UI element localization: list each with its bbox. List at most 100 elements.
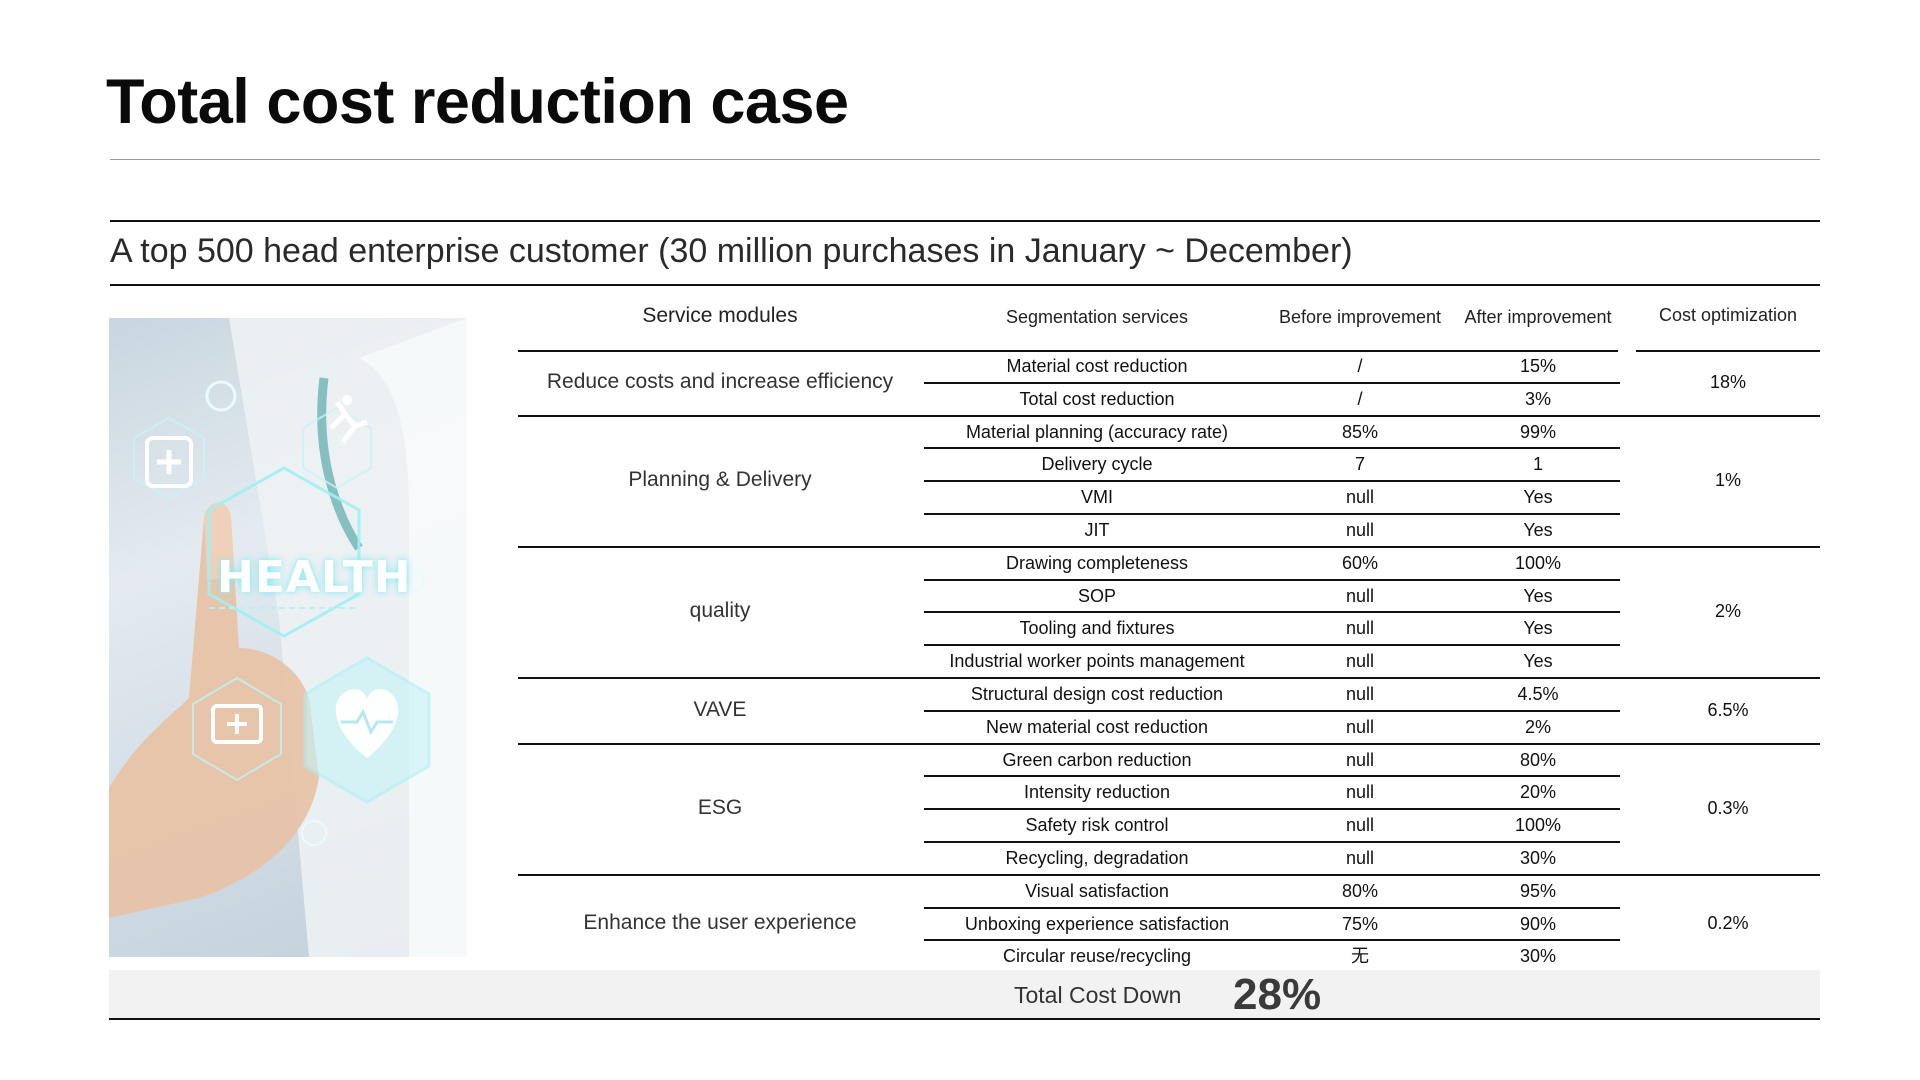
after-cell: 30% — [1519, 946, 1557, 967]
before-cell: null — [1345, 848, 1375, 868]
row-divider — [924, 480, 1620, 483]
segmentation-cell: Safety risk control — [1025, 815, 1169, 836]
row-divider — [924, 513, 1620, 515]
after-cell: Yes — [1523, 651, 1553, 672]
service-module-cell: Planning & Delivery — [628, 468, 812, 492]
before-cell: / — [1357, 388, 1363, 409]
before-cell: null — [1345, 487, 1375, 508]
after-cell: 100% — [1514, 552, 1562, 573]
after-cell: 4.5% — [1517, 684, 1559, 704]
after-cell: 99% — [1519, 421, 1557, 442]
before-cell: null — [1345, 520, 1375, 540]
before-cell: 无 — [1351, 946, 1369, 967]
before-cell: null — [1345, 651, 1375, 672]
service-module-cell: quality — [689, 599, 751, 623]
segmentation-cell: Unboxing experience satisfaction — [964, 913, 1230, 934]
service-module-cell: ESG — [697, 796, 743, 820]
header-service-modules: Service modules — [642, 304, 798, 327]
health-label: HEALTH — [217, 552, 412, 603]
group-divider — [518, 677, 1820, 679]
segmentation-cell: Intensity reduction — [1023, 782, 1171, 803]
header-segmentation-services: Segmentation services — [1005, 307, 1189, 327]
segmentation-cell: Delivery cycle — [1041, 454, 1153, 475]
segmentation-cell: Circular reuse/recycling — [1002, 946, 1192, 967]
segmentation-cell: Visual satisfaction — [1025, 880, 1169, 901]
before-cell: 7 — [1354, 454, 1365, 475]
header-cost-optimization: Cost optimization — [1658, 305, 1798, 325]
subtitle-bottom-rule — [110, 284, 1820, 286]
segmentation-cell: VMI — [1080, 487, 1113, 508]
after-cell: 1 — [1532, 454, 1543, 475]
title-divider — [110, 159, 1820, 160]
row-divider — [924, 709, 1620, 712]
row-divider — [924, 906, 1620, 909]
before-cell: null — [1345, 716, 1375, 737]
after-cell: 2% — [1524, 716, 1551, 737]
subtitle-top-rule — [110, 220, 1820, 222]
total-label: Total Cost Down — [1014, 982, 1182, 1008]
row-divider — [924, 381, 1620, 384]
segmentation-cell: Material planning (accuracy rate) — [965, 421, 1229, 442]
segmentation-cell: Drawing completeness — [1005, 552, 1189, 573]
before-cell: / — [1357, 356, 1363, 376]
segmentation-cell: JIT — [1084, 520, 1110, 540]
row-divider — [924, 447, 1620, 450]
cost-optimization-cell: 6.5% — [1707, 699, 1749, 720]
segmentation-cell: Material cost reduction — [1006, 356, 1188, 376]
after-cell: 90% — [1519, 913, 1557, 934]
total-bar — [109, 970, 1820, 1020]
cost-optimization-cell: 2% — [1714, 601, 1741, 622]
after-cell: 3% — [1524, 388, 1551, 409]
cost-optimization-cell: 0.3% — [1707, 798, 1749, 819]
before-cell: null — [1345, 684, 1375, 704]
before-cell: null — [1345, 815, 1375, 836]
row-divider — [924, 939, 1620, 942]
segmentation-cell: SOP — [1077, 585, 1116, 606]
after-cell: Yes — [1523, 585, 1553, 606]
cost-optimization-cell: 18% — [1709, 371, 1747, 392]
header-after-improvement: After improvement — [1464, 307, 1612, 327]
cost-optimization-cell: 1% — [1714, 470, 1741, 491]
service-module-cell: Reduce costs and increase efficiency — [546, 369, 894, 393]
after-cell: Yes — [1523, 520, 1553, 540]
cost-optimization-cell: 0.2% — [1707, 913, 1749, 933]
segmentation-cell: Industrial worker points management — [949, 651, 1245, 672]
service-module-cell: Enhance the user experience — [583, 911, 857, 934]
segmentation-cell: Tooling and fixtures — [1019, 618, 1175, 639]
segmentation-cell: New material cost reduction — [985, 716, 1209, 737]
before-cell: null — [1345, 782, 1375, 803]
after-cell: 100% — [1514, 815, 1562, 836]
before-cell: 85% — [1341, 421, 1379, 442]
table-top-rule-middle — [922, 350, 1618, 352]
after-cell: Yes — [1523, 618, 1553, 639]
before-cell: 75% — [1341, 913, 1379, 934]
page-title: Total cost reduction case — [106, 67, 849, 137]
table-top-rule-optimization — [1636, 350, 1820, 352]
page-subtitle: A top 500 head enterprise customer (30 m… — [110, 232, 1353, 270]
row-divider — [924, 808, 1620, 811]
row-divider — [924, 644, 1620, 647]
group-divider — [518, 873, 1820, 876]
before-cell: 80% — [1341, 880, 1379, 901]
before-cell: 60% — [1341, 552, 1379, 573]
group-divider — [518, 414, 1820, 417]
health-photo: HEALTH — [109, 318, 467, 957]
segmentation-cell: Green carbon reduction — [1002, 749, 1192, 770]
after-cell: 20% — [1519, 782, 1557, 803]
segmentation-cell: Recycling, degradation — [1005, 848, 1189, 868]
before-cell: null — [1345, 585, 1375, 606]
after-cell: 95% — [1519, 880, 1557, 901]
segmentation-cell: Structural design cost reduction — [970, 684, 1224, 704]
table-top-rule-module — [518, 350, 922, 352]
before-cell: null — [1345, 749, 1375, 770]
after-cell: 15% — [1519, 356, 1557, 376]
row-divider — [924, 775, 1620, 778]
header-before-improvement: Before improvement — [1278, 307, 1442, 327]
row-divider — [924, 841, 1620, 843]
health-illustration — [109, 318, 467, 957]
row-divider — [924, 578, 1620, 581]
after-cell: Yes — [1523, 487, 1553, 508]
after-cell: 80% — [1519, 749, 1557, 770]
group-divider — [518, 742, 1820, 745]
